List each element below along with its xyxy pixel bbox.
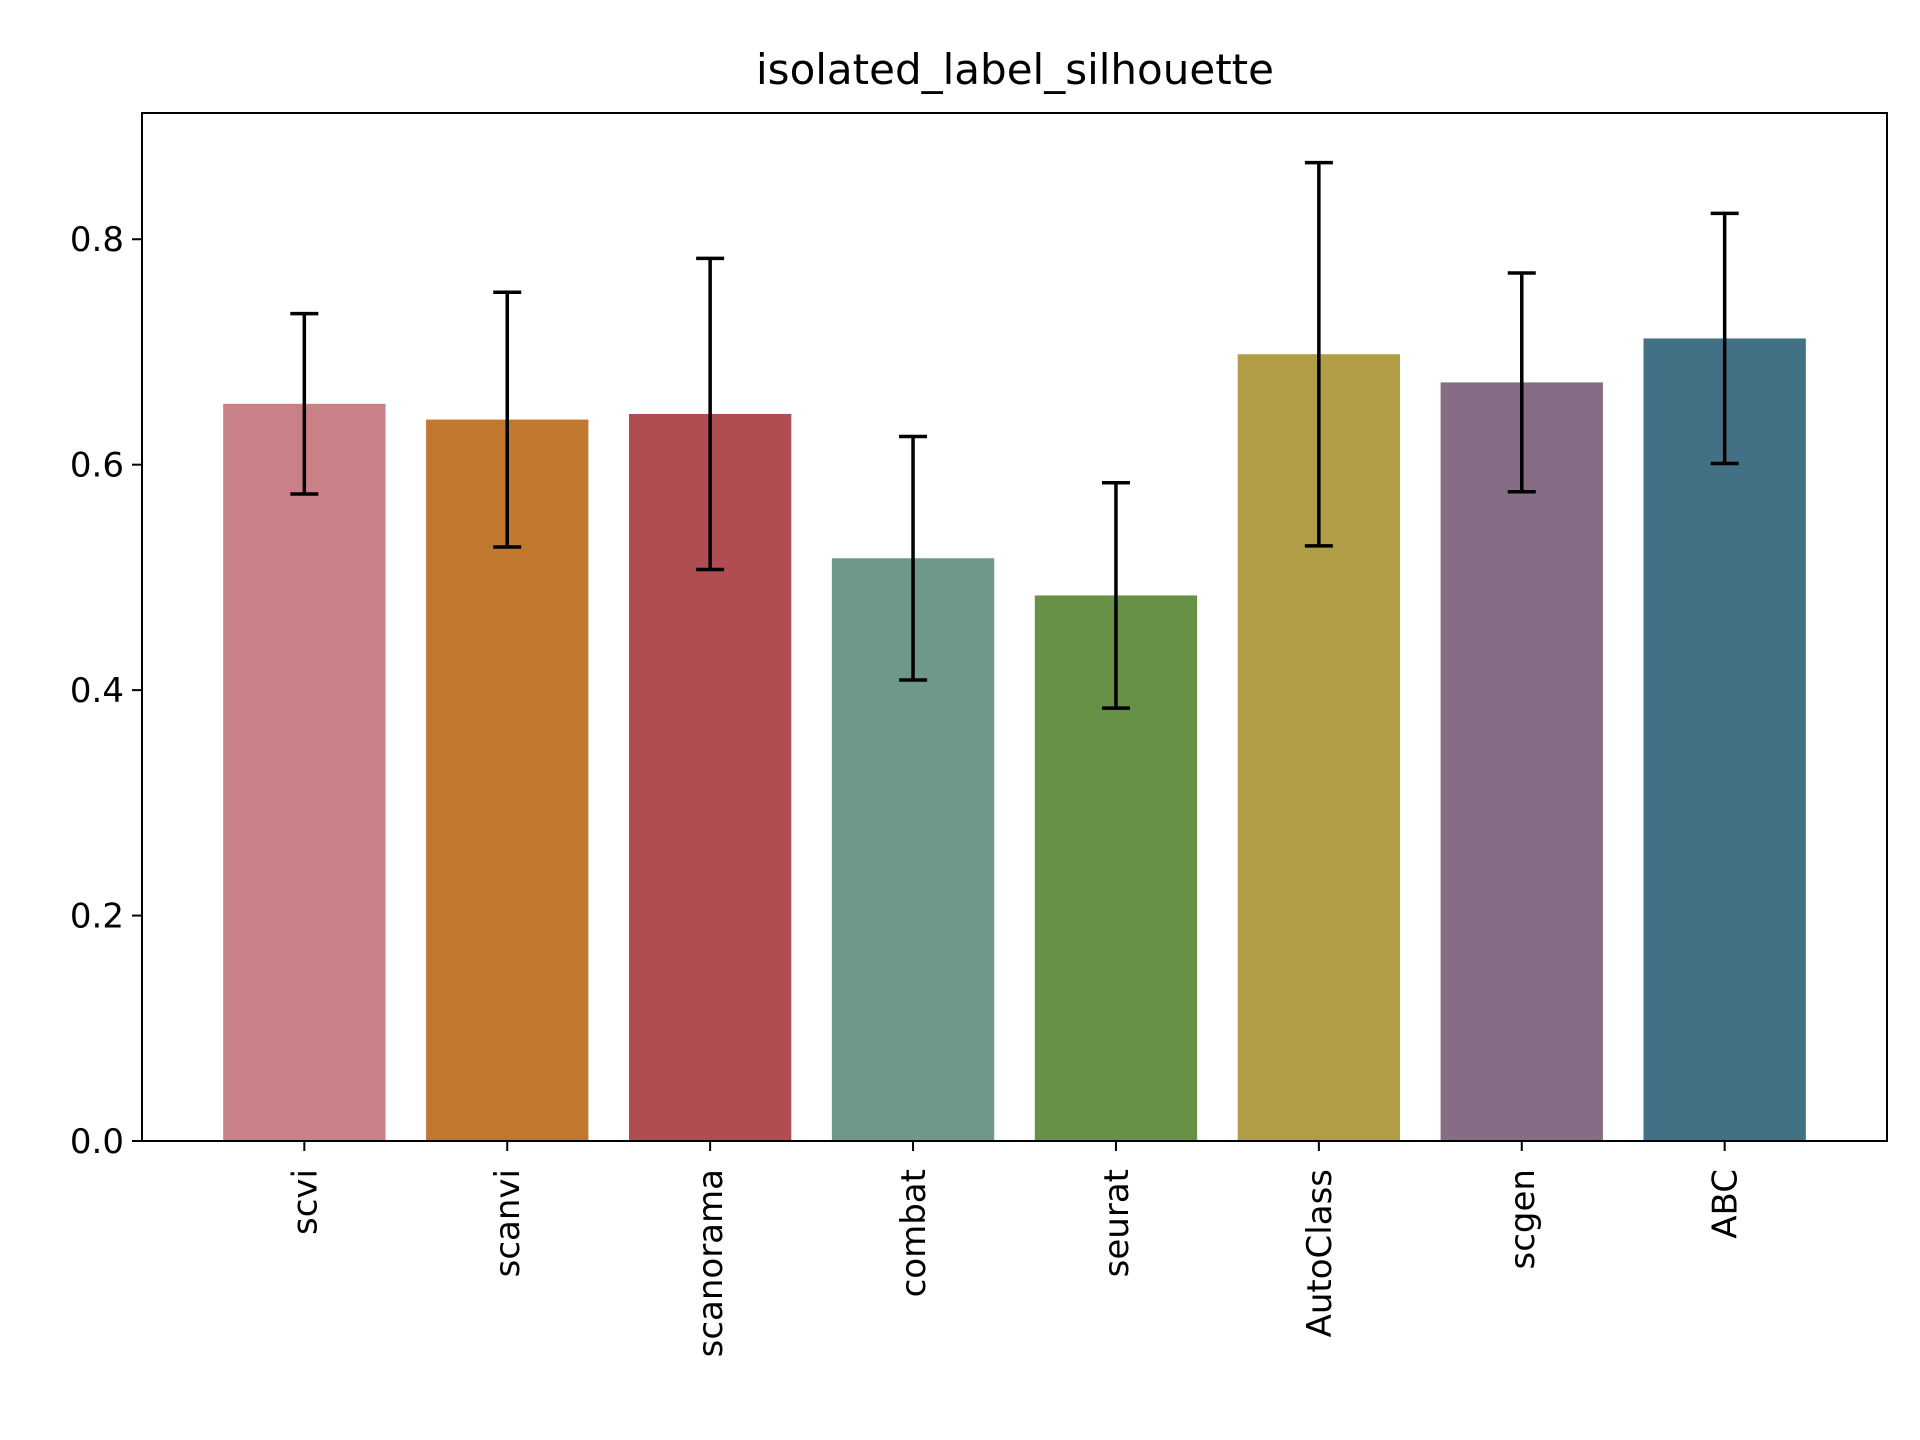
y-tick-label: 0.8 bbox=[70, 220, 124, 260]
bars-layer bbox=[223, 338, 1806, 1141]
bar-scvi bbox=[223, 403, 386, 1141]
y-axis: 0.0 0.2 0.4 0.6 0.8 bbox=[70, 220, 142, 1162]
bar-ABC bbox=[1643, 338, 1806, 1141]
error-bars-layer bbox=[290, 160, 1739, 710]
error-bar-scvi bbox=[290, 311, 319, 496]
x-tick-label: scgen bbox=[1503, 1169, 1543, 1269]
x-tick-label: AutoClass bbox=[1300, 1169, 1340, 1337]
y-tick-label: 0.0 bbox=[70, 1122, 124, 1162]
bar-scgen bbox=[1440, 382, 1603, 1141]
error-bar-ABC bbox=[1710, 211, 1739, 466]
error-bar-scanvi bbox=[493, 290, 522, 549]
error-bar-combat bbox=[899, 434, 928, 682]
x-tick-label: scvi bbox=[285, 1169, 325, 1235]
chart-title: isolated_label_silhouette bbox=[756, 45, 1274, 94]
error-bar-AutoClass bbox=[1304, 160, 1333, 548]
y-tick-label: 0.6 bbox=[70, 446, 124, 486]
x-tick-label: ABC bbox=[1706, 1169, 1746, 1239]
y-tick-label: 0.4 bbox=[70, 671, 124, 711]
x-tick-label: scanorama bbox=[691, 1169, 731, 1357]
x-tick-label: seurat bbox=[1097, 1169, 1137, 1277]
plot-area-frame bbox=[141, 112, 1888, 1142]
y-tick-label: 0.2 bbox=[70, 897, 124, 937]
error-bar-scanorama bbox=[696, 256, 725, 572]
x-tick-label: combat bbox=[894, 1169, 934, 1297]
error-bar-scgen bbox=[1507, 271, 1536, 494]
x-axis: scvi scanvi scanorama combat seurat AutoClass… bbox=[285, 1141, 1746, 1357]
error-bar-seurat bbox=[1101, 480, 1130, 710]
x-tick-label: scanvi bbox=[488, 1169, 528, 1277]
